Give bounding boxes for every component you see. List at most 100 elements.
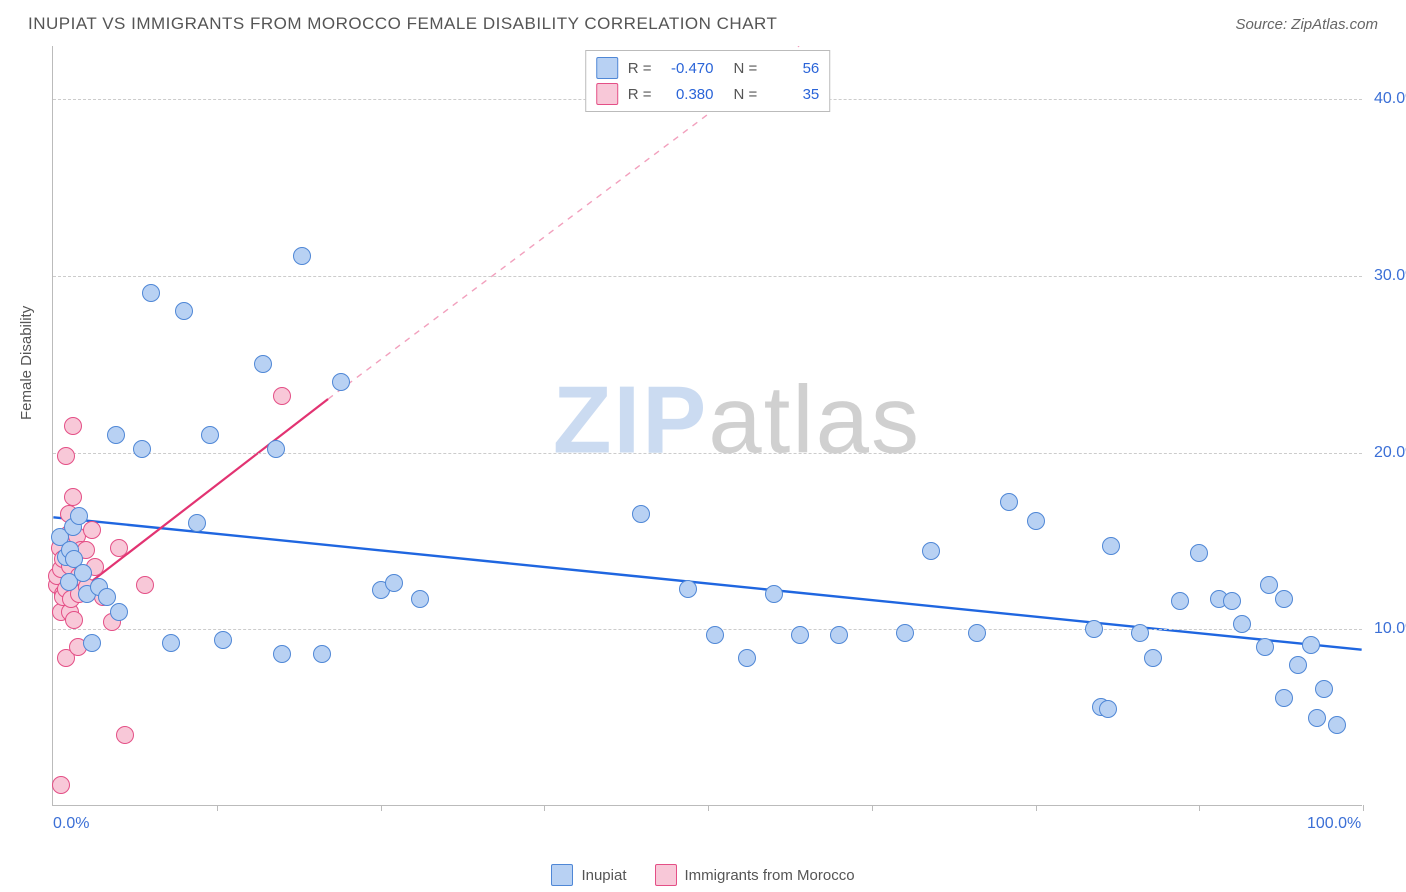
data-point-inupiat xyxy=(385,574,403,592)
x-tick-label: 100.0% xyxy=(1307,815,1361,833)
data-point-inupiat xyxy=(1275,590,1293,608)
swatch-morocco xyxy=(596,83,618,105)
data-point-morocco xyxy=(116,726,134,744)
data-point-inupiat xyxy=(791,626,809,644)
x-tick xyxy=(217,805,218,811)
data-point-inupiat xyxy=(922,542,940,560)
data-point-inupiat xyxy=(332,373,350,391)
gridline xyxy=(53,276,1362,277)
data-point-inupiat xyxy=(1275,689,1293,707)
data-point-inupiat xyxy=(1190,544,1208,562)
data-point-inupiat xyxy=(738,649,756,667)
x-tick xyxy=(1036,805,1037,811)
data-point-inupiat xyxy=(107,426,125,444)
data-point-inupiat xyxy=(1102,537,1120,555)
watermark: ZIPatlas xyxy=(553,365,921,475)
data-point-inupiat xyxy=(1233,615,1251,633)
stats-row-inupiat: R = -0.470 N = 56 xyxy=(596,55,820,81)
data-point-inupiat xyxy=(1256,638,1274,656)
x-tick xyxy=(872,805,873,811)
x-tick xyxy=(1199,805,1200,811)
data-point-morocco xyxy=(273,387,291,405)
data-point-inupiat xyxy=(70,507,88,525)
data-point-inupiat xyxy=(313,645,331,663)
data-point-inupiat xyxy=(1027,512,1045,530)
x-tick-label: 0.0% xyxy=(53,815,89,833)
data-point-inupiat xyxy=(1308,709,1326,727)
n-label: N = xyxy=(734,60,758,77)
source-attribution: Source: ZipAtlas.com xyxy=(1235,16,1378,33)
stats-row-morocco: R = 0.380 N = 35 xyxy=(596,81,820,107)
data-point-inupiat xyxy=(1171,592,1189,610)
x-tick xyxy=(708,805,709,811)
data-point-inupiat xyxy=(74,564,92,582)
swatch-inupiat xyxy=(596,57,618,79)
data-point-inupiat xyxy=(896,624,914,642)
data-point-inupiat xyxy=(632,505,650,523)
r-label: R = xyxy=(628,86,652,103)
x-tick xyxy=(1363,805,1364,811)
x-tick xyxy=(544,805,545,811)
stats-legend: R = -0.470 N = 56 R = 0.380 N = 35 xyxy=(585,50,831,112)
data-point-inupiat xyxy=(267,440,285,458)
legend-label-inupiat: Inupiat xyxy=(581,867,626,884)
data-point-inupiat xyxy=(765,585,783,603)
x-tick xyxy=(381,805,382,811)
data-point-inupiat xyxy=(273,645,291,663)
y-tick-label: 30.0% xyxy=(1374,267,1406,285)
r-value-morocco: 0.380 xyxy=(662,86,714,103)
data-point-morocco xyxy=(136,576,154,594)
y-tick-label: 40.0% xyxy=(1374,90,1406,108)
data-point-inupiat xyxy=(110,603,128,621)
chart-title: INUPIAT VS IMMIGRANTS FROM MOROCCO FEMAL… xyxy=(28,14,777,34)
data-point-inupiat xyxy=(830,626,848,644)
data-point-inupiat xyxy=(1085,620,1103,638)
legend-item-inupiat: Inupiat xyxy=(551,864,626,886)
data-point-morocco xyxy=(64,417,82,435)
gridline xyxy=(53,453,1362,454)
y-tick-label: 10.0% xyxy=(1374,620,1406,638)
data-point-inupiat xyxy=(1260,576,1278,594)
data-point-morocco xyxy=(57,447,75,465)
data-point-inupiat xyxy=(1000,493,1018,511)
data-point-morocco xyxy=(110,539,128,557)
data-point-inupiat xyxy=(1302,636,1320,654)
data-point-inupiat xyxy=(1131,624,1149,642)
data-point-inupiat xyxy=(1315,680,1333,698)
data-point-inupiat xyxy=(188,514,206,532)
data-point-inupiat xyxy=(679,580,697,598)
data-point-inupiat xyxy=(1289,656,1307,674)
n-label: N = xyxy=(734,86,758,103)
data-point-inupiat xyxy=(133,440,151,458)
data-point-inupiat xyxy=(968,624,986,642)
data-point-morocco xyxy=(64,488,82,506)
data-point-inupiat xyxy=(162,634,180,652)
data-point-inupiat xyxy=(293,247,311,265)
data-point-inupiat xyxy=(706,626,724,644)
data-point-inupiat xyxy=(142,284,160,302)
data-point-inupiat xyxy=(214,631,232,649)
y-tick-label: 20.0% xyxy=(1374,444,1406,462)
data-point-inupiat xyxy=(1223,592,1241,610)
n-value-morocco: 35 xyxy=(767,86,819,103)
swatch-morocco xyxy=(655,864,677,886)
legend-label-morocco: Immigrants from Morocco xyxy=(685,867,855,884)
r-label: R = xyxy=(628,60,652,77)
n-value-inupiat: 56 xyxy=(767,60,819,77)
data-point-inupiat xyxy=(411,590,429,608)
data-point-morocco xyxy=(83,521,101,539)
data-point-inupiat xyxy=(175,302,193,320)
data-point-inupiat xyxy=(83,634,101,652)
trend-lines-layer xyxy=(53,46,1362,805)
y-axis-label: Female Disability xyxy=(18,306,35,420)
data-point-inupiat xyxy=(201,426,219,444)
scatter-plot-area: ZIPatlas R = -0.470 N = 56 R = 0.380 N =… xyxy=(52,46,1362,806)
series-legend: Inupiat Immigrants from Morocco xyxy=(0,864,1406,886)
data-point-inupiat xyxy=(1144,649,1162,667)
legend-item-morocco: Immigrants from Morocco xyxy=(655,864,855,886)
data-point-inupiat xyxy=(1099,700,1117,718)
r-value-inupiat: -0.470 xyxy=(662,60,714,77)
data-point-morocco xyxy=(52,776,70,794)
data-point-inupiat xyxy=(254,355,272,373)
swatch-inupiat xyxy=(551,864,573,886)
